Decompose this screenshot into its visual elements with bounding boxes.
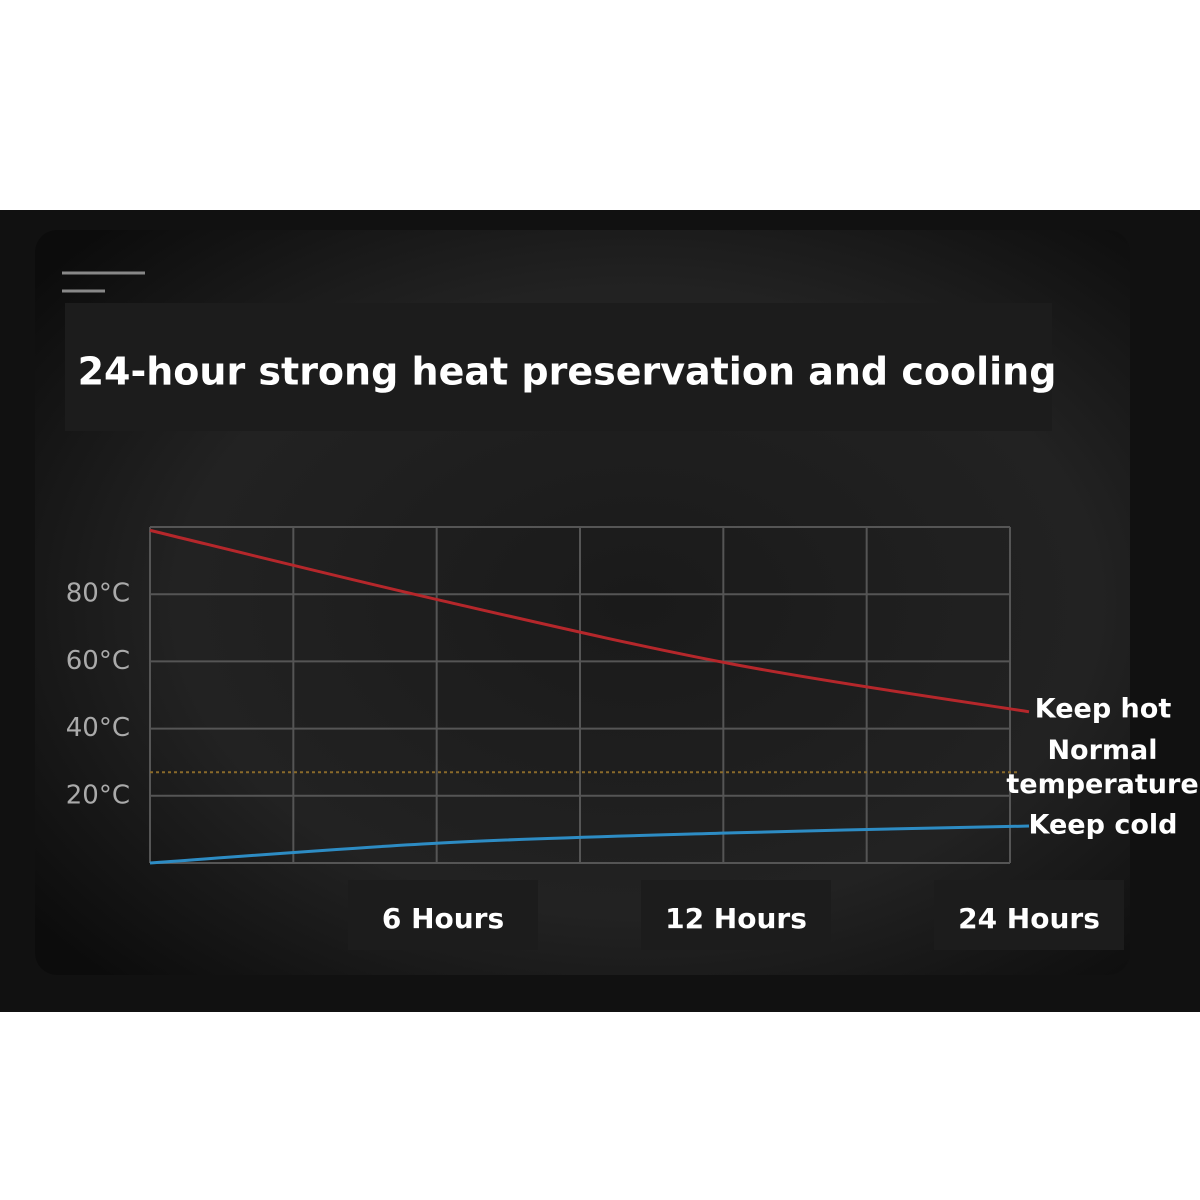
title-box xyxy=(65,303,1052,431)
x-label-box xyxy=(348,880,538,950)
series-line xyxy=(149,824,1030,865)
legend-label: Keep cold xyxy=(1029,810,1178,841)
x-label-box xyxy=(934,880,1124,950)
series-line xyxy=(149,528,1030,714)
chart-title: 24-hour strong heat preservation and coo… xyxy=(78,350,1057,394)
y-tick-label: 80°C xyxy=(66,579,130,609)
x-tick-label: 6 Hours xyxy=(382,902,504,935)
reference-label: Normal temperature xyxy=(1006,735,1199,801)
y-tick-label: 60°C xyxy=(66,646,130,676)
x-tick-label: 12 Hours xyxy=(665,902,807,935)
y-tick-label: 20°C xyxy=(66,780,130,810)
y-tick-label: 40°C xyxy=(66,713,130,743)
x-tick-label: 24 Hours xyxy=(958,902,1100,935)
x-label-box xyxy=(641,880,831,950)
legend-label: Keep hot xyxy=(1035,693,1172,724)
